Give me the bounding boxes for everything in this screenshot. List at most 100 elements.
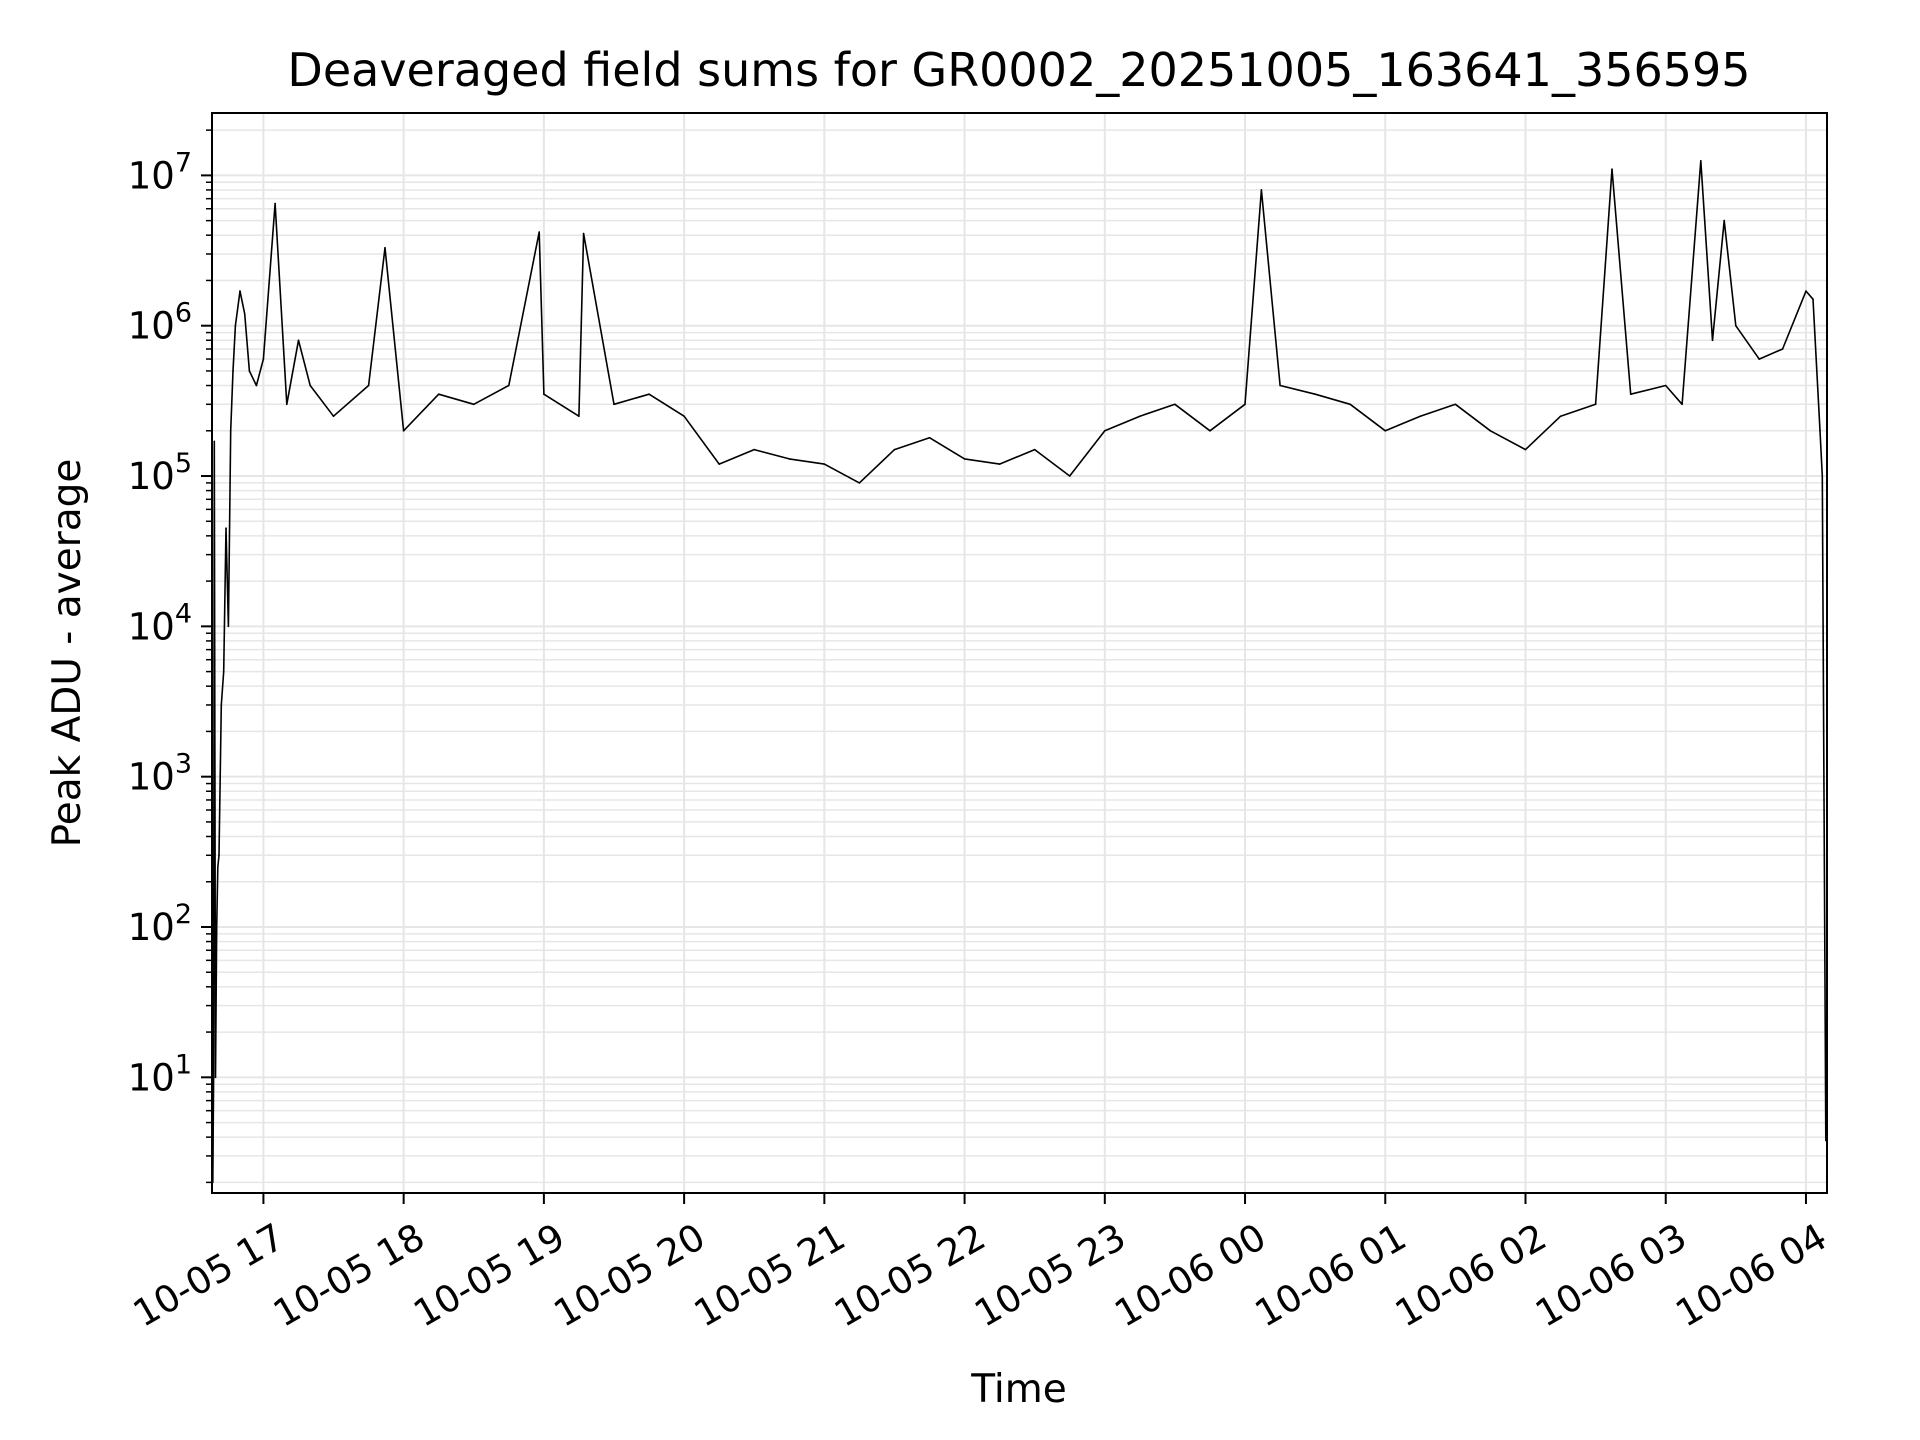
y-tick-label: 102 xyxy=(128,899,192,949)
data-point xyxy=(1139,415,1141,418)
data-point xyxy=(248,370,251,372)
y-axis-label: Peak ADU - average xyxy=(45,459,90,848)
y-tick-label: 105 xyxy=(128,448,192,498)
data-point xyxy=(582,232,585,235)
data-point xyxy=(1244,403,1246,406)
data-point xyxy=(718,463,720,465)
data-point xyxy=(1559,415,1562,418)
data-point xyxy=(928,436,931,439)
data-point xyxy=(1454,403,1457,406)
data-point xyxy=(1629,393,1632,396)
data-point xyxy=(239,290,241,292)
data-point xyxy=(1664,384,1667,387)
data-point xyxy=(1279,384,1281,387)
data-point xyxy=(215,926,218,928)
data-point xyxy=(232,370,234,372)
data-point xyxy=(1524,448,1527,451)
y-tick-label-exponent: 1 xyxy=(175,1049,192,1080)
data-point xyxy=(219,775,221,778)
data-point xyxy=(297,339,300,342)
data-point xyxy=(384,247,386,249)
data-point xyxy=(858,482,861,484)
y-tick-label-exponent: 2 xyxy=(175,899,192,930)
y-tick-label: 103 xyxy=(128,749,192,799)
y-tick-label-exponent: 7 xyxy=(175,147,192,178)
data-point xyxy=(234,324,237,327)
data-point xyxy=(1681,403,1683,406)
y-tick-label-base: 10 xyxy=(128,756,175,799)
y-tick-label-base: 10 xyxy=(128,1056,175,1099)
data-point xyxy=(214,1076,217,1079)
data-point xyxy=(998,463,1001,465)
data-point xyxy=(1314,393,1316,396)
data-point xyxy=(225,527,227,529)
data-point xyxy=(212,1076,215,1079)
data-point xyxy=(1174,403,1176,406)
data-point xyxy=(1700,160,1702,162)
data-point xyxy=(1419,415,1422,418)
data-point xyxy=(1068,475,1071,477)
data-point xyxy=(1260,189,1263,191)
data-point xyxy=(788,458,791,460)
y-tick-label-exponent: 5 xyxy=(175,448,192,479)
data-point xyxy=(473,403,475,406)
data-point xyxy=(274,202,276,205)
data-point xyxy=(1821,475,1824,477)
data-point xyxy=(1723,219,1725,222)
data-point xyxy=(286,403,288,406)
data-point xyxy=(543,393,545,396)
data-point xyxy=(402,430,405,432)
data-point xyxy=(222,670,225,673)
data-point xyxy=(613,403,615,406)
data-point xyxy=(893,448,896,451)
data-point xyxy=(1819,430,1821,432)
data-point xyxy=(1384,430,1387,432)
data-point xyxy=(227,625,230,628)
data-point xyxy=(217,866,219,868)
data-point xyxy=(1823,926,1826,928)
y-tick-label-base: 10 xyxy=(128,605,175,648)
data-point xyxy=(243,313,246,315)
y-tick-label-exponent: 6 xyxy=(175,298,192,329)
data-point xyxy=(538,231,540,233)
plot-area xyxy=(212,160,1827,1184)
data-point xyxy=(437,393,440,396)
data-point xyxy=(508,384,510,387)
data-point xyxy=(753,448,755,451)
data-point xyxy=(262,358,265,360)
data-point xyxy=(255,384,258,387)
data-point xyxy=(1349,403,1351,406)
y-tick-label-base: 10 xyxy=(128,154,175,197)
y-tick-label-base: 10 xyxy=(128,305,175,348)
chart-title: Deaveraged field sums for GR0002_2025100… xyxy=(287,43,1750,97)
y-tick-label-exponent: 3 xyxy=(175,749,192,780)
plot-frame xyxy=(211,112,1828,1194)
data-point xyxy=(1781,348,1784,350)
data-point xyxy=(229,430,232,432)
data-point xyxy=(1805,290,1807,292)
data-point xyxy=(1812,298,1814,301)
data-point xyxy=(648,393,650,396)
y-tick-label-exponent: 4 xyxy=(175,598,192,629)
y-tick-label: 107 xyxy=(128,147,192,197)
y-tick-label: 106 xyxy=(128,298,192,348)
data-point xyxy=(1033,448,1036,451)
data-point xyxy=(213,440,216,443)
data-point xyxy=(1758,358,1760,360)
data-point xyxy=(218,854,220,857)
x-axis-label: Time xyxy=(970,1367,1066,1412)
y-tick-label: 104 xyxy=(128,598,192,648)
data-point xyxy=(220,704,223,706)
data-point xyxy=(1735,324,1737,327)
data-point xyxy=(963,458,966,460)
data-point xyxy=(578,415,580,418)
y-tick-label-base: 10 xyxy=(128,455,175,498)
data-point xyxy=(1594,403,1597,406)
data-point xyxy=(332,415,335,418)
data-point xyxy=(1104,430,1106,432)
data-point xyxy=(309,384,312,387)
data-point xyxy=(367,384,370,387)
data-point xyxy=(1711,339,1714,342)
